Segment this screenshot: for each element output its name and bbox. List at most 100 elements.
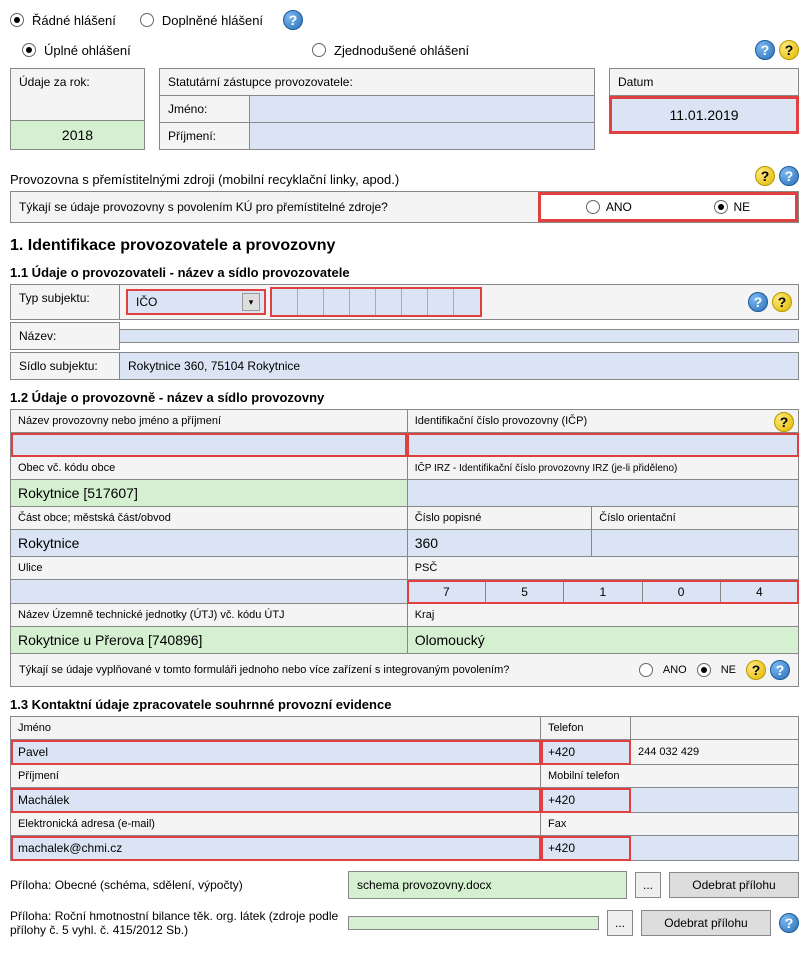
jmeno-value[interactable]: [250, 96, 594, 122]
date-box: Datum 11.01.2019: [609, 68, 799, 150]
fax-value[interactable]: [631, 836, 799, 861]
mobile-ne-label: NE: [734, 200, 751, 214]
attach1-value: schema provozovny.docx: [348, 871, 627, 899]
prijmeni-value[interactable]: [250, 123, 594, 149]
facility-table: Název provozovny nebo jméno a příjmení I…: [10, 409, 799, 687]
jmeno-label: Jméno:: [160, 96, 250, 122]
help-icon[interactable]: ?: [283, 10, 303, 30]
ulice-hdr: Ulice: [11, 557, 408, 580]
help-icon[interactable]: ?: [755, 40, 775, 60]
typ-label: Typ subjektu:: [10, 284, 120, 320]
radio-integ-ne[interactable]: [697, 663, 711, 677]
psc-2: 5: [486, 581, 564, 603]
tel-prefix[interactable]: +420: [541, 740, 631, 765]
browse-button[interactable]: ...: [635, 872, 661, 898]
psc-hdr: PSČ: [407, 557, 798, 580]
prijmeni-input[interactable]: Machálek: [11, 788, 541, 813]
jmeno-hdr: Jméno: [11, 717, 541, 740]
help-icon[interactable]: ?: [755, 166, 775, 186]
integ-ne-label: NE: [721, 664, 736, 676]
help-icon[interactable]: ?: [774, 412, 794, 432]
integ-question: Týkají se údaje vyplňované v tomto formu…: [19, 664, 629, 676]
typ-select[interactable]: IČO ▾: [126, 289, 266, 315]
jmeno-input[interactable]: Pavel: [11, 740, 541, 765]
fax-hdr: Fax: [541, 813, 799, 836]
obec-value: Rokytnice [517607]: [11, 480, 408, 507]
mob-hdr: Mobilní telefon: [541, 765, 799, 788]
fax-prefix[interactable]: +420: [541, 836, 631, 861]
radio-doplnene[interactable]: [140, 13, 154, 27]
utj-value: Rokytnice u Přerova [740896]: [11, 627, 408, 654]
mob-prefix[interactable]: +420: [541, 788, 631, 813]
year-box: Údaje za rok: 2018: [10, 68, 145, 150]
statutory-title: Statutární zástupce provozovatele:: [160, 69, 594, 96]
cp-value[interactable]: 360: [407, 530, 592, 557]
tel-value: 244 032 429: [631, 740, 799, 765]
mob-value[interactable]: [631, 788, 799, 813]
help-icon[interactable]: ?: [748, 292, 768, 312]
radio-integ-ano[interactable]: [639, 663, 653, 677]
kraj-hdr: Kraj: [407, 604, 798, 627]
mobile-answer-group: ANO NE: [538, 192, 798, 222]
mobile-title: Provozovna s přemístitelnými zdroji (mob…: [10, 172, 399, 187]
help-icon[interactable]: ?: [772, 292, 792, 312]
kraj-value: Olomoucký: [407, 627, 798, 654]
obec-hdr: Obec vč. kódu obce: [11, 457, 408, 480]
remove-button[interactable]: Odebrat přílohu: [669, 872, 799, 898]
browse-button[interactable]: ...: [607, 910, 633, 936]
psc-1: 7: [408, 581, 486, 603]
s11-heading: 1.1 Údaje o provozovateli - název a sídl…: [10, 265, 799, 280]
email-input[interactable]: machalek@chmi.cz: [11, 836, 541, 861]
radio-radne[interactable]: [10, 13, 24, 27]
radio-zjednodusene[interactable]: [312, 43, 326, 57]
remove-button[interactable]: Odebrat přílohu: [641, 910, 771, 936]
help-icon[interactable]: ?: [746, 660, 766, 680]
psc-5: 4: [721, 581, 798, 603]
s1-heading: 1. Identifikace provozovatele a provozov…: [10, 237, 799, 255]
icp-hdr: Identifikační číslo provozovny (IČP): [415, 415, 587, 427]
s13-heading: 1.3 Kontaktní údaje zpracovatele souhrnn…: [10, 697, 799, 712]
prijmeni-label: Příjmení:: [160, 123, 250, 149]
psc-cells[interactable]: 7 5 1 0 4: [407, 580, 798, 604]
nazev-label: Název:: [10, 322, 120, 350]
year-value: 2018: [11, 121, 144, 149]
prijmeni-hdr: Příjmení: [11, 765, 541, 788]
attach1-label: Příloha: Obecné (schéma, sdělení, výpočt…: [10, 878, 340, 892]
radio-mobile-ano[interactable]: [586, 200, 600, 214]
tel-hdr: Telefon: [541, 717, 631, 740]
ico-cells[interactable]: [270, 287, 482, 317]
attach2-label: Příloha: Roční hmotnostní bilance těk. o…: [10, 909, 340, 937]
radio-zjednodusene-label: Zjednodušené ohlášení: [334, 43, 469, 58]
ulice-value[interactable]: [11, 580, 408, 604]
date-label: Datum: [609, 68, 799, 96]
cast-value[interactable]: Rokytnice: [11, 530, 408, 557]
utj-hdr: Název Územně technické jednotky (ÚTJ) vč…: [11, 604, 408, 627]
attach2-value: [348, 916, 599, 930]
help-icon[interactable]: ?: [779, 166, 799, 186]
radio-radne-label: Řádné hlášení: [32, 13, 116, 28]
radio-doplnene-label: Doplněné hlášení: [162, 13, 263, 28]
cp-hdr: Číslo popisné: [407, 507, 592, 530]
radio-uplne-label: Úplné ohlášení: [44, 43, 304, 58]
co-value[interactable]: [592, 530, 799, 557]
integ-ano-label: ANO: [663, 664, 687, 676]
chevron-down-icon: ▾: [242, 293, 260, 311]
radio-mobile-ne[interactable]: [714, 200, 728, 214]
nazev-input[interactable]: [11, 433, 408, 457]
mobile-question: Týkají se údaje provozovny s povolením K…: [11, 192, 538, 222]
sidlo-value: Rokytnice 360, 75104 Rokytnice: [120, 352, 799, 380]
cast-hdr: Část obce; městská část/obvod: [11, 507, 408, 530]
icp-input[interactable]: [407, 433, 798, 457]
nazev-value[interactable]: [120, 329, 799, 343]
psc-3: 1: [564, 581, 642, 603]
statutory-box: Statutární zástupce provozovatele: Jméno…: [159, 68, 595, 150]
email-hdr: Elektronická adresa (e-mail): [11, 813, 541, 836]
radio-uplne[interactable]: [22, 43, 36, 57]
help-icon[interactable]: ?: [779, 913, 799, 933]
irz-value[interactable]: [407, 480, 798, 507]
co-hdr: Číslo orientační: [592, 507, 799, 530]
contact-table: Jméno Telefon Pavel +420 244 032 429 Pří…: [10, 716, 799, 861]
help-icon[interactable]: ?: [770, 660, 790, 680]
help-icon[interactable]: ?: [779, 40, 799, 60]
s12-heading: 1.2 Údaje o provozovně - název a sídlo p…: [10, 390, 799, 405]
